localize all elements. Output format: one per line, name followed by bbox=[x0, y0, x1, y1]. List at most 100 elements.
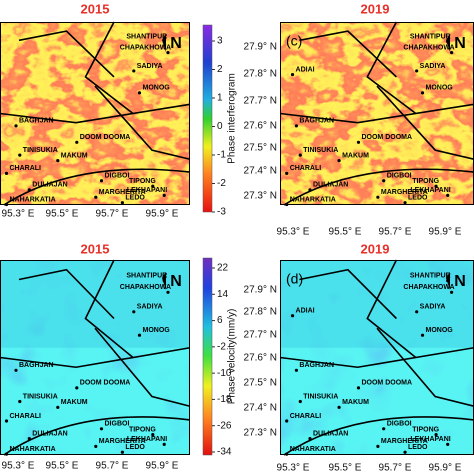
place-dot bbox=[94, 195, 98, 199]
place-dot bbox=[56, 405, 60, 409]
place-dot bbox=[285, 419, 289, 423]
place-label: LEKHAPANI bbox=[410, 436, 450, 443]
x-tick-label: 95.3° E bbox=[2, 461, 35, 472]
x-tick-label: 95.9° E bbox=[146, 461, 179, 472]
place-label: CHAPAKHOWA bbox=[120, 284, 171, 291]
place-label: DIGBOI bbox=[387, 421, 412, 428]
y-tick-label: 27.5° N bbox=[244, 378, 277, 389]
fault-line bbox=[299, 30, 397, 78]
place-dot bbox=[382, 179, 386, 183]
place-dot bbox=[298, 399, 302, 404]
place-dot bbox=[294, 124, 298, 128]
north-arrow: N bbox=[454, 35, 466, 52]
place-label: SADIYA bbox=[420, 304, 446, 311]
place-label: MAKUM bbox=[61, 152, 88, 159]
place-label: MAKUM bbox=[342, 399, 369, 406]
colorbar-tick-label: 0 bbox=[217, 121, 223, 132]
place-dot bbox=[446, 279, 450, 283]
y-tick-label: 27.3° N bbox=[244, 191, 277, 202]
place-label: TIPONG bbox=[129, 178, 156, 185]
panel-title: 2019 bbox=[361, 241, 390, 256]
place-dot bbox=[382, 427, 386, 431]
place-label: DIGBOI bbox=[105, 421, 130, 428]
y-tick-label: 27.9° N bbox=[244, 42, 277, 53]
place-dot bbox=[403, 201, 407, 205]
fault-line bbox=[18, 268, 115, 320]
y-tick-label: 27.5° N bbox=[244, 143, 277, 154]
place-label: TIPONG bbox=[412, 426, 439, 433]
colorbar-tick-label: -2 bbox=[217, 341, 226, 352]
panel-title: 2019 bbox=[361, 1, 390, 16]
place-label: MARGHERITA bbox=[99, 189, 146, 196]
place-label: TIPONG bbox=[412, 178, 439, 185]
colorbar-label: Phase velocity(mm/y) bbox=[227, 309, 238, 405]
place-label: MARGHERITA bbox=[99, 438, 146, 445]
place-label: SHANTIPUR bbox=[126, 33, 167, 40]
place-dot bbox=[162, 193, 166, 197]
colorbar-tick-label: -1 bbox=[217, 150, 226, 161]
thrust-line bbox=[3, 416, 191, 456]
colorbar-tick-label: 6 bbox=[217, 315, 223, 326]
place-label: MONOG bbox=[426, 327, 454, 334]
place-dot bbox=[151, 184, 155, 188]
x-tick-label: 95.7° E bbox=[96, 209, 129, 220]
place-dot bbox=[18, 153, 22, 157]
place-label: CHARALI bbox=[10, 413, 42, 420]
place-dot bbox=[56, 158, 60, 163]
place-dot bbox=[4, 419, 9, 423]
colorbar-tick-label: 14 bbox=[217, 289, 229, 300]
y-tick-label: 27.7° N bbox=[244, 96, 277, 107]
place-label: ADIAI bbox=[296, 66, 315, 73]
place-dot bbox=[14, 124, 18, 128]
colorbar-tick-label: -34 bbox=[217, 447, 232, 458]
place-dot bbox=[151, 433, 155, 437]
fault-line bbox=[299, 268, 397, 320]
place-dot bbox=[337, 158, 341, 163]
place-dot bbox=[415, 69, 419, 73]
x-tick-label: 95.3° E bbox=[277, 463, 310, 474]
y-tick-label: 27.8° N bbox=[244, 69, 277, 80]
x-tick-label: 95.7° E bbox=[96, 461, 129, 472]
x-tick-label: 95.9° E bbox=[429, 463, 462, 474]
place-label: LEDO bbox=[408, 444, 428, 451]
place-label: DULIAJAN bbox=[313, 430, 348, 437]
place-dot bbox=[308, 188, 312, 192]
place-dot bbox=[403, 450, 407, 454]
x-tick-label: 95.7° E bbox=[379, 227, 412, 238]
colorbar-tick-label: 3 bbox=[217, 36, 223, 47]
colorbar-tick-label: -3 bbox=[217, 207, 226, 218]
panel-title: 2015 bbox=[81, 1, 110, 16]
place-label: LEDO bbox=[125, 444, 145, 451]
place-label: NAHARKATIA bbox=[290, 446, 336, 453]
place-label: DOOM DOOMA bbox=[80, 134, 131, 141]
place-label: LEDO bbox=[408, 195, 428, 202]
place-label: CHAPAKHOWA bbox=[403, 44, 454, 51]
y-tick-label: 27.6° N bbox=[244, 121, 277, 132]
fault-line bbox=[18, 30, 115, 78]
colorbar bbox=[202, 257, 213, 456]
place-dot bbox=[294, 368, 298, 372]
y-tick-label: 27.4° N bbox=[244, 166, 277, 177]
x-tick-label: 95.5° E bbox=[329, 227, 362, 238]
place-label: BAGHJAN bbox=[19, 362, 54, 369]
place-label: DIGBOI bbox=[105, 173, 130, 180]
x-tick-label: 95.9° E bbox=[146, 209, 179, 220]
place-dot bbox=[450, 290, 454, 294]
place-dot bbox=[420, 91, 425, 95]
place-dot bbox=[376, 444, 380, 448]
y-tick-label: 27.9° N bbox=[244, 285, 277, 296]
place-label: SADIYA bbox=[137, 63, 163, 70]
place-label: DOOM DOOMA bbox=[361, 134, 412, 141]
y-tick-label: 27.6° N bbox=[244, 353, 277, 364]
thrust-line bbox=[283, 168, 474, 206]
place-label: CHAPAKHOWA bbox=[403, 284, 454, 291]
place-label: DOOM DOOMA bbox=[80, 380, 131, 387]
place-dot bbox=[420, 333, 425, 337]
map-frame bbox=[0, 22, 190, 205]
colorbar bbox=[202, 24, 213, 213]
place-label: LEKHAPANI bbox=[410, 187, 450, 194]
x-tick-label: 95.5° E bbox=[46, 209, 79, 220]
colorbar-tick-label: -2 bbox=[217, 178, 226, 189]
place-label: CHARALI bbox=[290, 413, 322, 420]
